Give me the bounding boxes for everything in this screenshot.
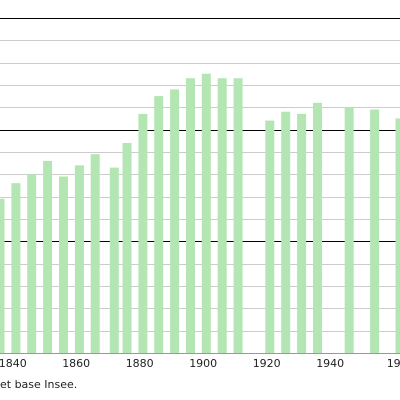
bar xyxy=(186,78,195,353)
bar xyxy=(11,183,21,353)
bar xyxy=(233,78,243,353)
bar xyxy=(217,78,227,353)
bar xyxy=(74,165,84,353)
x-tick-label: 1900 xyxy=(189,357,217,370)
bar xyxy=(122,143,132,353)
x-tick-labels: 1840 1860 1880 1900 1920 1940 19 xyxy=(0,357,400,370)
source-note: et base Insee. xyxy=(0,378,78,391)
bar xyxy=(297,113,307,354)
bar xyxy=(90,154,100,353)
x-tick-label: 19 xyxy=(387,357,400,370)
x-tick-label: 1920 xyxy=(253,357,281,370)
bar xyxy=(281,111,291,353)
bar xyxy=(154,96,164,353)
x-tick-label: 1860 xyxy=(62,357,90,370)
x-tick-label: 1880 xyxy=(126,357,154,370)
bar xyxy=(313,102,322,353)
bar xyxy=(0,198,5,353)
bars xyxy=(0,73,400,354)
bar xyxy=(344,107,354,353)
x-tick-label: 1840 xyxy=(0,357,27,370)
bar xyxy=(265,120,275,353)
bar xyxy=(27,174,37,353)
bar xyxy=(59,176,68,353)
bar xyxy=(109,167,119,353)
bar xyxy=(43,160,53,353)
x-tick-label: 1940 xyxy=(316,357,344,370)
bar xyxy=(370,109,380,353)
bar xyxy=(201,73,211,353)
bar xyxy=(395,118,400,354)
bar xyxy=(138,113,148,354)
bar xyxy=(170,89,180,354)
